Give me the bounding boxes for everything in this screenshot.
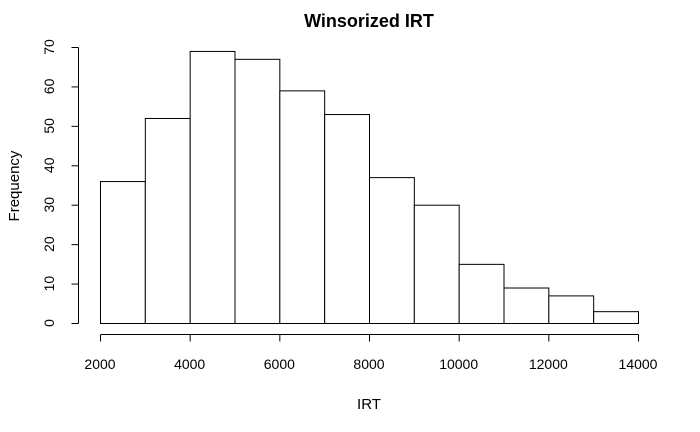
- bars-group: [100, 50, 640, 325]
- y-tick-label: 30: [41, 197, 57, 213]
- x-axis-label: IRT: [357, 396, 381, 413]
- histogram-bar: [458, 263, 505, 325]
- x-tick-label: 4000: [174, 356, 205, 372]
- histogram-bar: [369, 177, 415, 324]
- y-tick-label: 10: [41, 276, 57, 292]
- y-tick-label: 40: [41, 157, 57, 173]
- histogram-bar: [413, 204, 460, 324]
- histogram-bar: [324, 114, 370, 325]
- x-tick-label: 6000: [264, 356, 295, 372]
- x-tick-label: 14000: [619, 356, 658, 372]
- x-tick-label: 10000: [439, 356, 478, 372]
- histogram-bar: [279, 90, 326, 324]
- y-tick-label: 60: [41, 78, 57, 94]
- histogram-bar: [100, 181, 146, 324]
- chart-title: Winsorized IRT: [304, 11, 434, 31]
- histogram-bar: [593, 311, 640, 324]
- y-tick-label: 0: [41, 319, 57, 327]
- y-tick-label: 20: [41, 236, 57, 252]
- y-tick-label: 50: [41, 118, 57, 134]
- y-axis-label: Frequency: [6, 150, 23, 221]
- histogram-bar: [548, 295, 595, 324]
- y-axis: 0 10 20 30 40 50 60 70: [41, 39, 79, 327]
- x-tick-label: 2000: [84, 356, 115, 372]
- histogram-bar: [234, 58, 281, 324]
- histogram-bar: [144, 117, 191, 324]
- histogram-bar: [503, 287, 550, 324]
- x-tick-label: 8000: [353, 356, 384, 372]
- histogram-bar: [189, 50, 236, 324]
- x-tick-label: 12000: [529, 356, 568, 372]
- x-axis: 2000 4000 6000 8000 10000 12000 14000: [84, 334, 658, 372]
- y-tick-label: 70: [41, 39, 57, 55]
